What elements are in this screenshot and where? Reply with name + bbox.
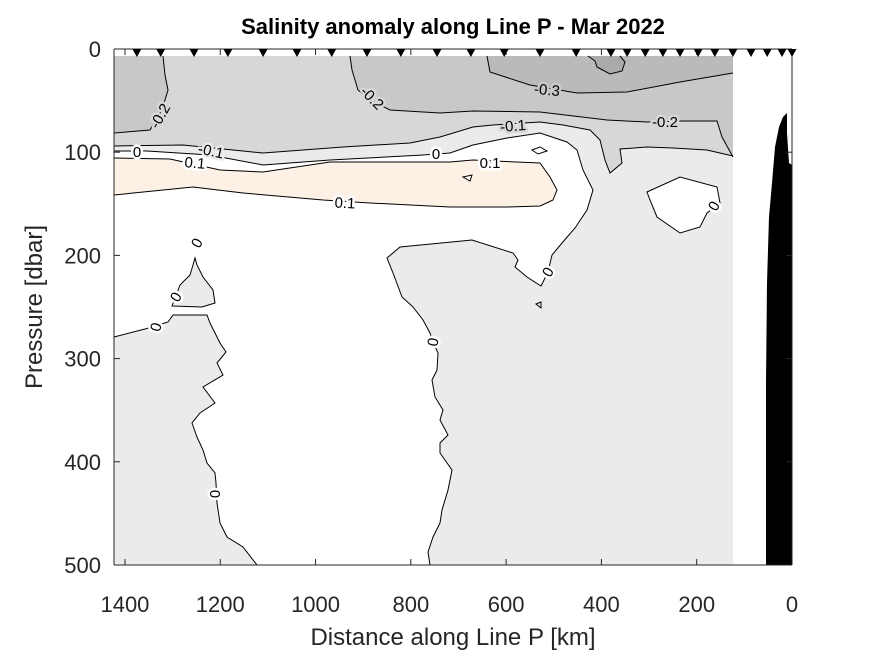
station-marker: [606, 49, 616, 57]
contour-line-minus0.3: [486, 55, 734, 94]
x-tick-label: 600: [488, 592, 525, 617]
station-marker: [693, 49, 703, 57]
contour-label: -0.3: [533, 81, 560, 100]
station-marker: [762, 49, 772, 57]
station-marker: [223, 49, 233, 57]
station-marker: [622, 49, 632, 57]
y-tick-label: 500: [64, 553, 101, 578]
station-marker: [571, 49, 581, 57]
station-marker: [710, 49, 720, 57]
contour-0-small-island: [530, 146, 549, 155]
contour-label: 0: [432, 146, 440, 163]
station-marker: [432, 49, 442, 57]
y-tick-label: 300: [64, 347, 101, 372]
station-marker: [327, 49, 337, 57]
y-tick-label: 200: [64, 243, 101, 268]
station-marker: [658, 49, 668, 57]
x-tick-label: 400: [583, 592, 620, 617]
bathymetry: [766, 113, 792, 565]
x-tick-label: 1200: [196, 592, 245, 617]
station-marker: [292, 49, 302, 57]
contour-label: 0: [207, 490, 224, 498]
contour-line-0: [114, 132, 594, 566]
contour-label: 0.1: [334, 194, 356, 212]
contour-label: 0.1: [480, 155, 501, 172]
y-axis-label: Pressure [dbar]: [21, 225, 48, 389]
y-tick-label: 0: [89, 37, 101, 62]
x-tick-label: 0: [786, 592, 798, 617]
station-marker: [189, 49, 199, 57]
contour-line-0.1: [113, 157, 558, 208]
x-tick-label: 1400: [100, 592, 149, 617]
contour-label: -0.2: [652, 114, 678, 131]
station-marker: [466, 49, 476, 57]
contour-0-island: [646, 176, 721, 234]
y-tick-label: 100: [64, 140, 101, 165]
contour-label: -0.1: [499, 117, 526, 136]
fill-region-below-minus0.4: [588, 56, 625, 74]
chart-title: Salinity anomaly along Line P - Mar 2022: [241, 14, 665, 39]
fill-region-minus0.3-to-minus0.2: [114, 56, 168, 133]
station-marker: [675, 49, 685, 57]
station-marker: [640, 49, 650, 57]
contour-label: 0: [133, 144, 141, 161]
contour-line-0: [113, 314, 258, 566]
plot-area: -0.2-0.2 -0.3-0.1 -0.20 -0.10.1 00.10.1 00000…: [64, 37, 798, 617]
station-marker: [535, 49, 545, 57]
x-axis-label: Distance along Line P [km]: [310, 624, 595, 651]
station-marker: [132, 49, 142, 57]
station-marker: [362, 49, 372, 57]
contour-line-minus0.1: [113, 121, 734, 174]
contour-0.1-small-island: [461, 174, 473, 182]
x-tick-label: 1000: [291, 592, 340, 617]
fill-region-0-to-0.1: [114, 133, 593, 565]
x-tick-label: 200: [678, 592, 715, 617]
contour-label: 0.1: [184, 154, 206, 173]
station-marker: [728, 49, 738, 57]
station-marker: [396, 49, 406, 57]
contour-line-minus0.2: [113, 55, 169, 134]
x-tick-label: 800: [392, 592, 429, 617]
y-tick-label: 400: [64, 450, 101, 475]
station-marker: [787, 49, 797, 57]
contour-line-minus0.4: [587, 55, 626, 75]
station-marker: [156, 49, 166, 57]
station-marker: [777, 49, 787, 57]
station-marker: [258, 49, 268, 57]
contour-0-island: [171, 256, 216, 308]
station-marker: [499, 49, 509, 57]
contour-0-small-island: [535, 301, 542, 310]
contour-line-minus0.2: [349, 55, 734, 158]
station-marker: [746, 49, 756, 57]
